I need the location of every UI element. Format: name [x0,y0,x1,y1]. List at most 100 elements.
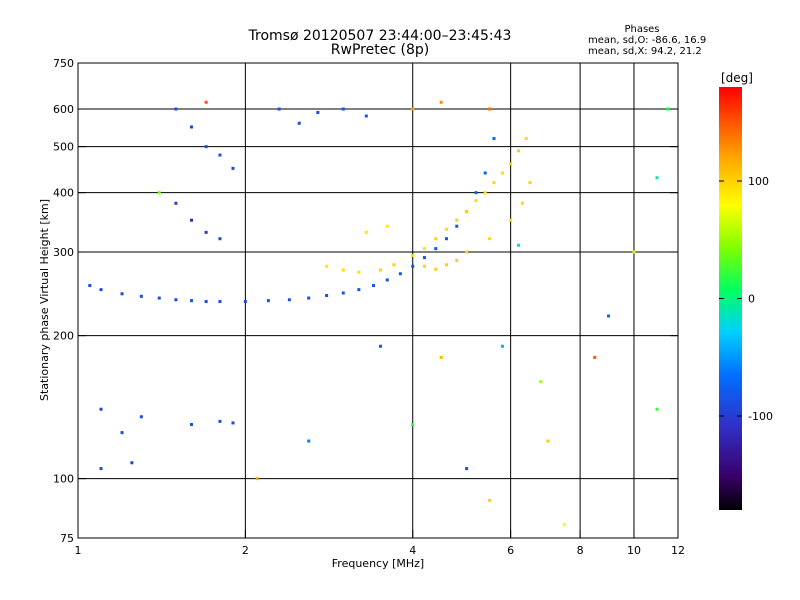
x-trace-point [411,253,415,257]
o-trace-point [204,300,208,304]
scattered-point [465,467,469,471]
x-tick-label: 10 [627,544,641,557]
scattered-point [666,107,670,111]
x-trace-point [509,162,513,166]
x-trace-point [465,250,469,254]
colorbar-tick-label: 0 [748,293,755,306]
o-trace-point [474,191,478,195]
o-trace-point [99,288,103,292]
x-trace-point [524,137,528,141]
x-trace-point [500,171,504,175]
scattered-point [411,423,415,427]
x-trace-point [474,199,478,203]
y-tick-label: 75 [60,532,74,545]
x-trace-point [357,270,361,274]
y-tick-label: 500 [53,141,74,154]
o-trace-point [277,107,281,111]
scattered-point [378,344,382,348]
x-trace-point [378,268,382,272]
x-tick-label: 12 [671,544,685,557]
x-trace-point [465,210,469,214]
o-trace-point [398,272,402,276]
o-trace-point [231,421,235,425]
x-trace-point [455,218,459,222]
stats-line-o: mean, sd,O: -86.6, 16.9 [588,35,706,46]
x-trace-point [517,149,521,153]
colorbar-tick-label: 100 [748,175,769,188]
chart-title: Tromsø 20120507 23:44:00–23:45:43 [248,28,512,44]
plot-frame [77,62,679,539]
o-trace-point [204,145,208,149]
colorbar-label: [deg] [721,71,753,85]
y-axis-label: Stationary phase Virtual Height [km] [38,199,51,401]
x-tick-label: 2 [242,544,249,557]
o-trace-point [483,171,487,175]
scattered-point [563,523,567,527]
x-trace-point [423,264,427,268]
x-tick-label: 1 [75,544,82,557]
o-trace-point [434,247,438,251]
scattered-point [157,191,161,195]
x-trace-point [364,230,368,234]
scattered-point [607,314,611,318]
o-trace-point [130,461,134,465]
o-trace-point [204,230,208,234]
x-trace-point [325,264,329,268]
o-trace-point [189,423,193,427]
scattered-point [204,100,208,104]
x-trace-point [439,100,443,104]
o-trace-point [174,107,178,111]
y-tick-label: 400 [53,187,74,200]
x-tick-label: 8 [577,544,584,557]
x-trace-point [434,267,438,271]
o-trace-point [120,431,124,435]
x-trace-point [520,201,524,205]
o-trace-point [218,237,222,241]
o-trace-point [423,256,427,260]
o-trace-point [99,467,103,471]
y-tick-label: 300 [53,246,74,259]
scattered-point [307,439,311,443]
o-trace-point [357,288,361,292]
scattered-point [546,439,550,443]
o-trace-point [88,284,92,288]
o-trace-point [120,292,124,296]
scattered-point [632,250,636,254]
x-trace-point [488,107,492,111]
scattered-point [439,355,443,359]
o-trace-point [174,298,178,302]
x-trace-point [392,263,396,267]
o-trace-point [139,415,143,419]
x-trace-point [423,247,427,251]
o-trace-point [341,291,345,295]
o-trace-point [157,296,161,300]
o-trace-point [411,264,415,268]
scattered-point [655,176,659,180]
scattered-point [488,498,492,502]
o-trace-point [231,166,235,170]
colorbar-tick-label: -100 [748,410,773,423]
x-trace-point [444,263,448,267]
o-trace-point [218,419,222,423]
o-trace-point [371,284,375,288]
o-trace-point [243,300,247,304]
chart-subtitle: RwPretec (8p) [331,42,429,58]
o-trace-point [99,407,103,411]
o-trace-point [341,107,345,111]
o-trace-point [385,278,389,282]
o-trace-point [364,114,368,118]
o-trace-point [189,125,193,129]
scattered-point [593,355,597,359]
o-trace-point [218,300,222,304]
scattered-point [655,407,659,411]
x-tick-label: 4 [409,544,416,557]
o-trace-point [218,153,222,157]
o-trace-point [189,218,193,222]
y-tick-label: 100 [53,473,74,486]
stats-line-x: mean, sd,X: 94.2, 21.2 [588,46,702,57]
x-trace-point [488,237,492,241]
x-trace-point [528,181,532,185]
